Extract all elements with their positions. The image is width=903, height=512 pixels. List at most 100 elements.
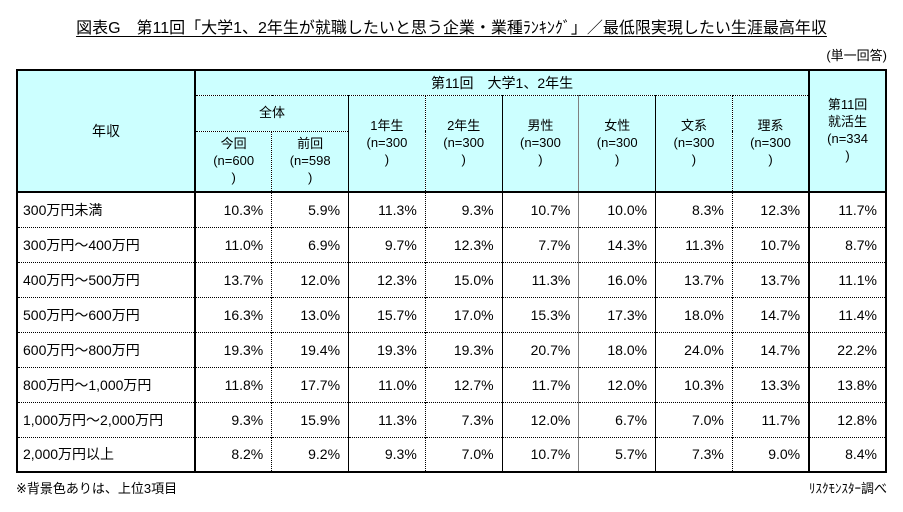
table-row: 600万円～800万円 19.3% 19.4% 19.3% 19.3% 20.7…: [17, 331, 886, 367]
table-cell: 15.7%: [348, 296, 426, 332]
footer: ※背景色ありは、上位3項目 ﾘｽｸﾓﾝｽﾀｰ調べ: [16, 478, 887, 497]
row-label: 500万円～600万円: [17, 296, 196, 332]
table-cell: 10.0%: [578, 191, 657, 227]
table-cell: 9.2%: [271, 436, 350, 472]
table-cell: 13.8%: [809, 366, 886, 402]
source-credit: ﾘｽｸﾓﾝｽﾀｰ調べ: [808, 481, 887, 496]
table-cell: 11.7%: [809, 191, 886, 227]
table-cell: 8.7%: [809, 226, 886, 262]
table-cell: 10.3%: [195, 191, 273, 227]
col-header-year2: 2年生 (n=300 ): [425, 95, 503, 192]
table-cell: 10.7%: [502, 436, 580, 472]
group-header-university-students: 第11回 大学1、2年生: [195, 70, 811, 96]
table-cell: 7.0%: [425, 436, 503, 472]
row-label: 300万円～400万円: [17, 226, 196, 262]
table-row: 300万円未満 10.3% 5.9% 11.3% 9.3% 10.7% 10.0…: [17, 191, 886, 227]
table-cell: 14.3%: [578, 226, 657, 262]
table-cell: 17.3%: [578, 296, 657, 332]
table-cell: 11.0%: [348, 366, 426, 402]
table-cell: 12.0%: [502, 401, 580, 437]
table-row: 1,000万円～2,000万円 9.3% 15.9% 11.3% 7.3% 12…: [17, 401, 886, 437]
header-row-group: 年収 第11回 大学1、2年生 第11回 就活生 (n=334 ): [17, 70, 886, 192]
table-cell: 11.3%: [655, 226, 733, 262]
col-header-jobseekers: 第11回 就活生 (n=334 ): [809, 70, 886, 192]
col-header-male: 男性 (n=300 ): [502, 95, 580, 192]
table-cell: 8.3%: [655, 191, 733, 227]
col-header-female: 女性 (n=300 ): [578, 95, 657, 192]
table-cell: 24.0%: [655, 331, 733, 367]
table-cell: 7.3%: [655, 436, 733, 472]
answer-type-label: (単一回答): [826, 48, 887, 63]
table-cell: 9.3%: [425, 191, 503, 227]
col-header-overall: 全体: [195, 95, 350, 132]
table-cell: 9.0%: [732, 436, 811, 472]
table-cell: 11.1%: [809, 261, 886, 297]
col-header-sciences: 理系 (n=300 ): [732, 95, 811, 192]
table-cell: 13.7%: [195, 261, 273, 297]
table-cell: 11.7%: [502, 366, 580, 402]
table-cell: 7.7%: [502, 226, 580, 262]
row-label: 300万円未満: [17, 191, 196, 227]
col-header-current-wave: 今回 (n=600 ): [195, 131, 273, 192]
row-label: 2,000万円以上: [17, 436, 196, 472]
table-cell: 19.4%: [271, 331, 350, 367]
table-cell: 5.9%: [271, 191, 350, 227]
table-cell: 19.3%: [348, 331, 426, 367]
table-cell: 12.0%: [578, 366, 657, 402]
table-cell: 6.7%: [578, 401, 657, 437]
table-cell: 12.8%: [809, 401, 886, 437]
table-cell: 11.4%: [809, 296, 886, 332]
table-cell: 17.0%: [425, 296, 503, 332]
table-cell: 5.7%: [578, 436, 657, 472]
table-cell: 14.7%: [732, 331, 811, 367]
table-cell: 7.0%: [655, 401, 733, 437]
table-cell: 19.3%: [195, 331, 273, 367]
footnote: ※背景色ありは、上位3項目: [16, 481, 178, 496]
table-cell: 18.0%: [655, 296, 733, 332]
table-cell: 10.7%: [732, 226, 811, 262]
table-row: 2,000万円以上 8.2% 9.2% 9.3% 7.0% 10.7% 5.7%…: [17, 436, 886, 472]
table-cell: 11.8%: [195, 366, 273, 402]
table-row: 500万円～600万円 16.3% 13.0% 15.7% 17.0% 15.3…: [17, 296, 886, 332]
table-cell: 14.7%: [732, 296, 811, 332]
table-cell: 8.2%: [195, 436, 273, 472]
row-label: 1,000万円～2,000万円: [17, 401, 196, 437]
table-row: 300万円～400万円 11.0% 6.9% 9.7% 12.3% 7.7% 1…: [17, 226, 886, 262]
col-header-humanities: 文系 (n=300 ): [655, 95, 733, 192]
table-cell: 10.7%: [502, 191, 580, 227]
col-header-year1: 1年生 (n=300 ): [348, 95, 426, 192]
table-cell: 15.3%: [502, 296, 580, 332]
row-label: 400万円～500万円: [17, 261, 196, 297]
table-cell: 22.2%: [809, 331, 886, 367]
header-row-wave: 今回 (n=600 ) 前回 (n=598 ): [17, 131, 886, 192]
table-cell: 9.7%: [348, 226, 426, 262]
table-cell: 12.3%: [732, 191, 811, 227]
table-cell: 9.3%: [348, 436, 426, 472]
table-cell: 15.9%: [271, 401, 350, 437]
table-cell: 12.3%: [348, 261, 426, 297]
table-cell: 8.4%: [809, 436, 886, 472]
table-cell: 11.3%: [348, 401, 426, 437]
table-row: 400万円～500万円 13.7% 12.0% 12.3% 15.0% 11.3…: [17, 261, 886, 297]
header-row-subgroup: 全体 1年生 (n=300 ) 2年生 (n=300 ) 男性 (n=300 )…: [17, 95, 886, 192]
table-cell: 10.3%: [655, 366, 733, 402]
table-row: 800万円～1,000万円 11.8% 17.7% 11.0% 12.7% 11…: [17, 366, 886, 402]
income-ranking-table: 年収 第11回 大学1、2年生 第11回 就活生 (n=334 ) 全体 1年生…: [16, 69, 887, 473]
table-cell: 13.3%: [732, 366, 811, 402]
table-cell: 11.3%: [348, 191, 426, 227]
table-cell: 12.7%: [425, 366, 503, 402]
table-cell: 13.0%: [271, 296, 350, 332]
table-cell: 11.7%: [732, 401, 811, 437]
table-cell: 16.3%: [195, 296, 273, 332]
table-cell: 12.0%: [271, 261, 350, 297]
table-cell: 19.3%: [425, 331, 503, 367]
page-title: 図表G 第11回「大学1、2年生が就職したいと思う企業・業種ﾗﾝｷﾝｸﾞ」／最低…: [76, 20, 827, 37]
table-cell: 6.9%: [271, 226, 350, 262]
table-cell: 13.7%: [655, 261, 733, 297]
table-cell: 11.0%: [195, 226, 273, 262]
table-cell: 17.7%: [271, 366, 350, 402]
row-label: 800万円～1,000万円: [17, 366, 196, 402]
table-cell: 12.3%: [425, 226, 503, 262]
row-label: 600万円～800万円: [17, 331, 196, 367]
